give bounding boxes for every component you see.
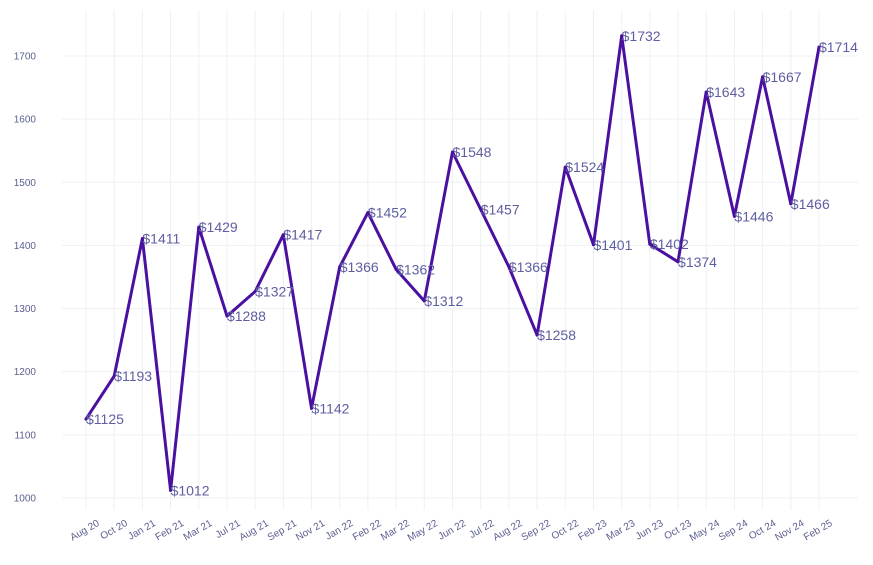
data-label: $1125 <box>86 411 124 427</box>
data-label: $1411 <box>142 230 180 246</box>
x-tick-label: Jun 22 <box>436 518 468 543</box>
x-tick-label: May 22 <box>406 518 440 544</box>
data-point <box>789 202 793 206</box>
data-label: $1548 <box>453 144 492 160</box>
x-tick-label: Aug 22 <box>491 518 524 544</box>
x-tick-label: Feb 21 <box>154 518 187 543</box>
data-point <box>310 406 314 410</box>
x-tick-label: Sep 21 <box>266 518 299 544</box>
x-tick-label: Feb 22 <box>351 518 384 543</box>
data-label: $1401 <box>593 237 632 253</box>
data-label: $1288 <box>227 308 266 324</box>
x-tick-label: Mar 22 <box>379 518 412 543</box>
data-label: $1732 <box>622 28 661 44</box>
x-tick-label: Mar 23 <box>605 518 638 543</box>
data-label: $1362 <box>396 261 435 277</box>
data-point <box>817 45 821 49</box>
data-point <box>366 211 370 215</box>
data-label: $1667 <box>763 69 802 85</box>
data-point <box>676 260 680 264</box>
x-tick-label: Jan 22 <box>324 518 356 543</box>
data-point <box>84 417 88 421</box>
data-label: $1457 <box>481 201 520 217</box>
data-label: $1374 <box>678 254 717 270</box>
x-tick-label: Nov 24 <box>773 518 806 544</box>
y-tick-label: 1000 <box>14 494 37 505</box>
data-point <box>169 488 173 492</box>
data-point <box>140 236 144 240</box>
data-label: $1446 <box>734 208 773 224</box>
data-point <box>479 207 483 211</box>
data-point <box>507 265 511 269</box>
data-point <box>112 374 116 378</box>
data-label: $1366 <box>340 259 379 275</box>
data-label: $1327 <box>255 284 294 300</box>
data-label: $1466 <box>791 196 830 212</box>
data-point <box>620 34 624 38</box>
data-label: $1142 <box>312 400 350 416</box>
data-point <box>563 165 567 169</box>
y-tick-label: 1700 <box>14 52 37 63</box>
data-point <box>535 333 539 337</box>
y-tick-label: 1400 <box>14 241 37 252</box>
x-tick-label: Jan 21 <box>126 518 158 543</box>
data-point <box>197 225 201 229</box>
y-tick-label: 1500 <box>14 178 37 189</box>
x-tick-label: Aug 20 <box>69 518 102 544</box>
data-point <box>422 299 426 303</box>
x-tick-label: Oct 24 <box>747 518 778 542</box>
x-tick-label: Jul 22 <box>468 518 497 541</box>
data-label: $1366 <box>509 259 548 275</box>
data-label: $1643 <box>706 84 745 100</box>
x-tick-label: Jun 23 <box>634 518 666 543</box>
data-point <box>394 267 398 271</box>
x-tick-label: Oct 22 <box>550 518 581 542</box>
x-tick-label: Sep 22 <box>520 518 553 544</box>
data-label: $1258 <box>537 327 576 343</box>
data-point <box>591 243 595 247</box>
data-label: $1193 <box>114 368 152 384</box>
data-point <box>648 242 652 246</box>
x-tick-label: Mar 21 <box>182 518 215 543</box>
series <box>84 34 821 492</box>
data-point <box>225 314 229 318</box>
x-tick-label: Jul 21 <box>214 518 243 541</box>
data-label: $1312 <box>424 293 463 309</box>
data-label: $1524 <box>565 159 604 175</box>
x-tick-label: Feb 23 <box>576 518 609 543</box>
data-label: $1012 <box>171 482 210 498</box>
data-point <box>704 90 708 94</box>
data-label: $1452 <box>368 205 407 221</box>
x-tick-label: Oct 20 <box>99 518 130 542</box>
data-label: $1417 <box>283 227 322 243</box>
data-label: $1402 <box>650 236 689 252</box>
grid <box>62 10 858 510</box>
y-tick-label: 1200 <box>14 367 37 378</box>
y-tick-label: 1100 <box>14 430 36 441</box>
x-tick-label: Nov 21 <box>294 518 327 544</box>
x-tick-label: May 24 <box>688 518 722 544</box>
data-labels: $1125 $1193 $1411 $1012 $1429 $1288 $1327 $1417… <box>86 28 858 499</box>
y-tick-label: 1300 <box>14 304 37 315</box>
data-point <box>338 265 342 269</box>
data-label: $1714 <box>819 39 858 55</box>
data-point <box>761 75 765 79</box>
x-tick-label: Feb 25 <box>802 518 835 543</box>
data-point <box>451 150 454 154</box>
x-tick-label: Sep 24 <box>717 518 750 544</box>
data-point <box>281 233 285 237</box>
data-point <box>732 214 736 218</box>
data-point <box>253 290 257 294</box>
x-tick-label: Aug 21 <box>238 518 271 544</box>
data-label: $1429 <box>199 219 238 235</box>
y-axis: 1000 1100 1200 1300 1400 1500 1600 1700 <box>14 52 37 505</box>
y-tick-label: 1600 <box>14 115 37 126</box>
